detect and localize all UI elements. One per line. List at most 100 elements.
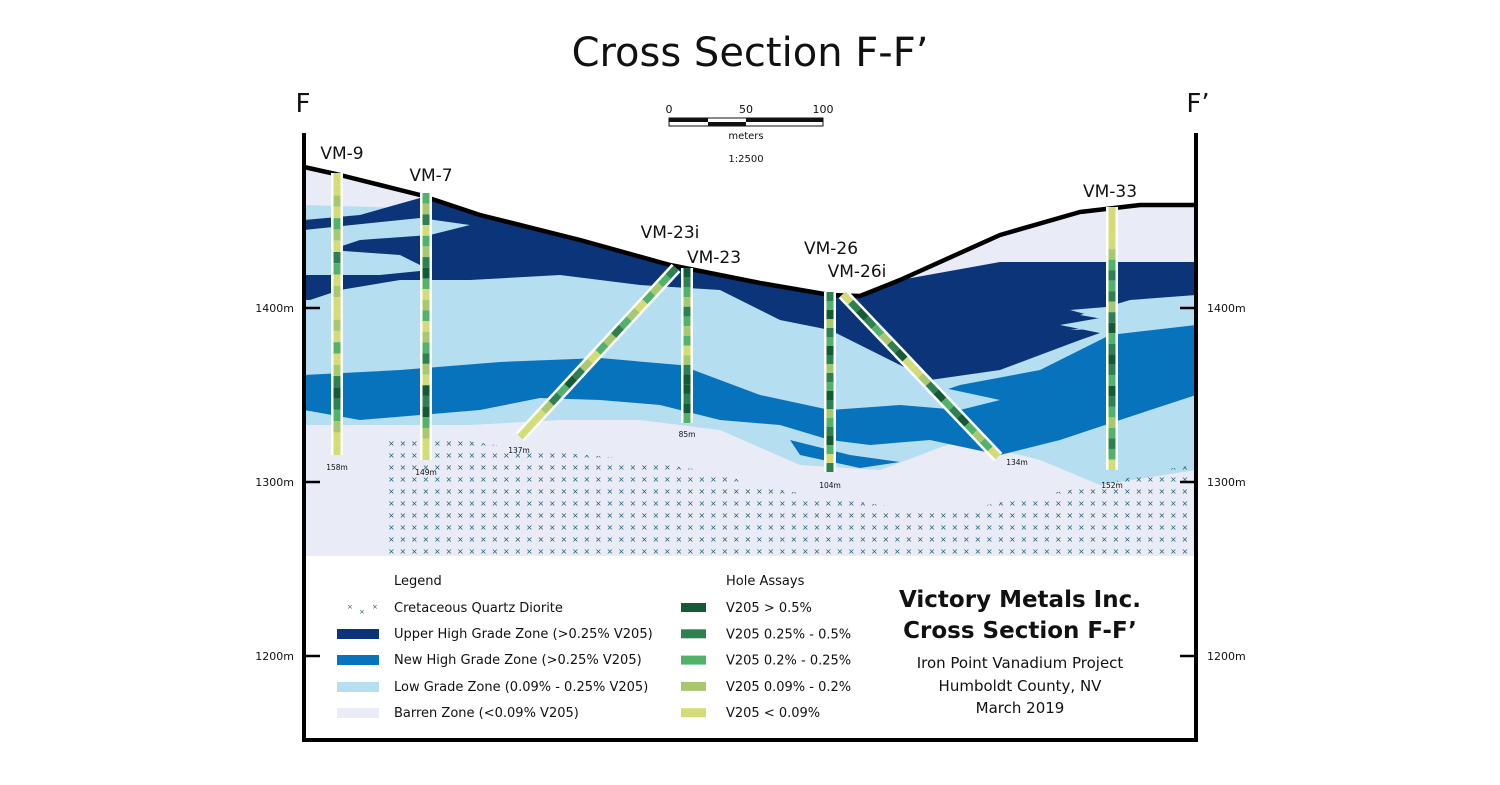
elevation-label-right: 1300m	[1207, 476, 1246, 489]
assay-segment	[848, 299, 862, 313]
assay-segment	[987, 446, 1001, 460]
legend-swatch	[337, 629, 379, 639]
hole-depth: 137m	[508, 446, 530, 455]
elevation-label-left: 1200m	[255, 650, 294, 663]
hole-depth: 85m	[679, 430, 696, 439]
geology-section	[304, 167, 1196, 556]
assay-segment	[863, 316, 877, 330]
legend: Legend × × × Cretaceous Quartz Diorite Upp…	[337, 574, 653, 721]
hole-label: VM-23	[687, 248, 741, 268]
assay-segment	[855, 307, 869, 321]
hole-depth: 104m	[819, 481, 841, 490]
svg-text:×: ×	[347, 603, 353, 611]
hole-depth: 149m	[415, 468, 437, 477]
svg-text:×: ×	[372, 603, 378, 611]
assay-label: V205 < 0.09%	[726, 706, 820, 721]
section-end-right: F’	[1186, 89, 1209, 119]
elevation-ticks	[304, 306, 1196, 658]
new-high-grade-lens	[790, 440, 900, 468]
legend-label: Low Grade Zone (0.09% - 0.25% V205)	[394, 680, 648, 695]
legend-label: Barren Zone (<0.09% V205)	[394, 706, 579, 721]
legend-swatch	[337, 708, 379, 718]
assay-segment	[917, 373, 931, 387]
legend-swatch	[337, 682, 379, 692]
assay-label: V205 0.25% - 0.5%	[726, 627, 851, 642]
assay-segment	[564, 375, 578, 389]
assay-segment	[626, 307, 640, 322]
hole-label: VM-23i	[641, 223, 700, 243]
hole-label: VM-26	[804, 239, 858, 259]
elevation-label-left: 1400m	[255, 302, 294, 315]
assay-segment	[840, 291, 854, 305]
assay-segment	[925, 381, 939, 395]
hole-depth: 152m	[1101, 481, 1123, 490]
assay-segment	[642, 290, 656, 305]
legend-label: Cretaceous Quartz Diorite	[394, 601, 563, 616]
title-block: Victory Metals Inc. Cross Section F-F’ I…	[899, 587, 1141, 717]
location: Humboldt County, NV	[939, 677, 1103, 695]
assay-label: V205 > 0.5%	[726, 601, 812, 616]
scale-tick-0: 0	[666, 103, 673, 116]
assay-segment	[572, 367, 585, 381]
legend-label: Upper High Grade Zone (>0.25% V205)	[394, 627, 653, 642]
assay-segment	[879, 332, 893, 346]
hole-label: VM-33	[1083, 182, 1137, 202]
low-grade-lens	[1070, 295, 1196, 330]
elevation-label-right: 1200m	[1207, 650, 1246, 663]
assay-segment	[587, 350, 601, 364]
elevation-label-left: 1300m	[255, 476, 294, 489]
legend-label: New High Grade Zone (>0.25% V205)	[394, 653, 642, 668]
assay-segment	[579, 358, 593, 372]
elevation-label-right: 1400m	[1207, 302, 1246, 315]
hole-depth: 158m	[326, 463, 348, 472]
drill-hole-vm-26i	[838, 289, 1003, 462]
section-name: Cross Section F-F’	[903, 618, 1137, 644]
assay-segment	[548, 392, 562, 406]
assay-segment	[517, 426, 531, 440]
assay-swatch	[681, 708, 706, 718]
assay-segment	[595, 341, 609, 355]
assay-segment	[665, 265, 679, 279]
section-frame	[302, 133, 1198, 742]
legend-swatch	[337, 655, 379, 665]
page-title: Cross Section F-F’	[572, 30, 929, 76]
hole-label: VM-26i	[828, 262, 887, 282]
assay-legend: Hole Assays V205 > 0.5% V205 0.25% - 0.5%…	[681, 574, 851, 721]
section-end-left: F	[296, 89, 311, 119]
scale-ratio: 1:2500	[728, 154, 763, 165]
low-grade-lens	[680, 310, 860, 370]
hole-depth: 134m	[1006, 458, 1028, 467]
assay-legend-title: Hole Assays	[726, 574, 805, 589]
assay-segment	[941, 397, 955, 411]
assay-segment	[886, 340, 900, 354]
assay-segment	[650, 282, 663, 296]
assay-segment	[871, 324, 885, 338]
scale-bar: 0 50 100 meters 1:2500	[666, 103, 834, 165]
assay-swatch	[681, 603, 706, 612]
legend-title: Legend	[394, 574, 442, 589]
date: March 2019	[976, 699, 1065, 717]
upper-high-grade-zone	[304, 198, 1196, 380]
project-name: Iron Point Vanadium Project	[917, 654, 1124, 672]
hole-label: VM-7	[409, 166, 452, 186]
assay-swatch	[681, 629, 706, 639]
assay-segment	[603, 333, 617, 347]
assay-swatch	[681, 655, 706, 665]
scale-tick-50: 50	[739, 103, 753, 116]
assay-segment	[657, 274, 671, 288]
assay-segment	[540, 400, 554, 415]
assay-segment	[948, 405, 962, 419]
scale-tick-100: 100	[813, 103, 834, 116]
assay-segment	[979, 438, 993, 452]
assay-label: V205 0.09% - 0.2%	[726, 680, 851, 695]
assay-swatch	[681, 681, 706, 691]
assay-segment	[894, 348, 908, 362]
assay-segment	[933, 389, 947, 403]
company-name: Victory Metals Inc.	[899, 587, 1141, 613]
quartz-diorite-zone	[386, 437, 1196, 556]
assay-segment	[525, 417, 539, 431]
assay-segment	[902, 356, 916, 370]
scale-unit: meters	[728, 131, 763, 142]
assay-label: V205 0.2% - 0.25%	[726, 654, 851, 669]
